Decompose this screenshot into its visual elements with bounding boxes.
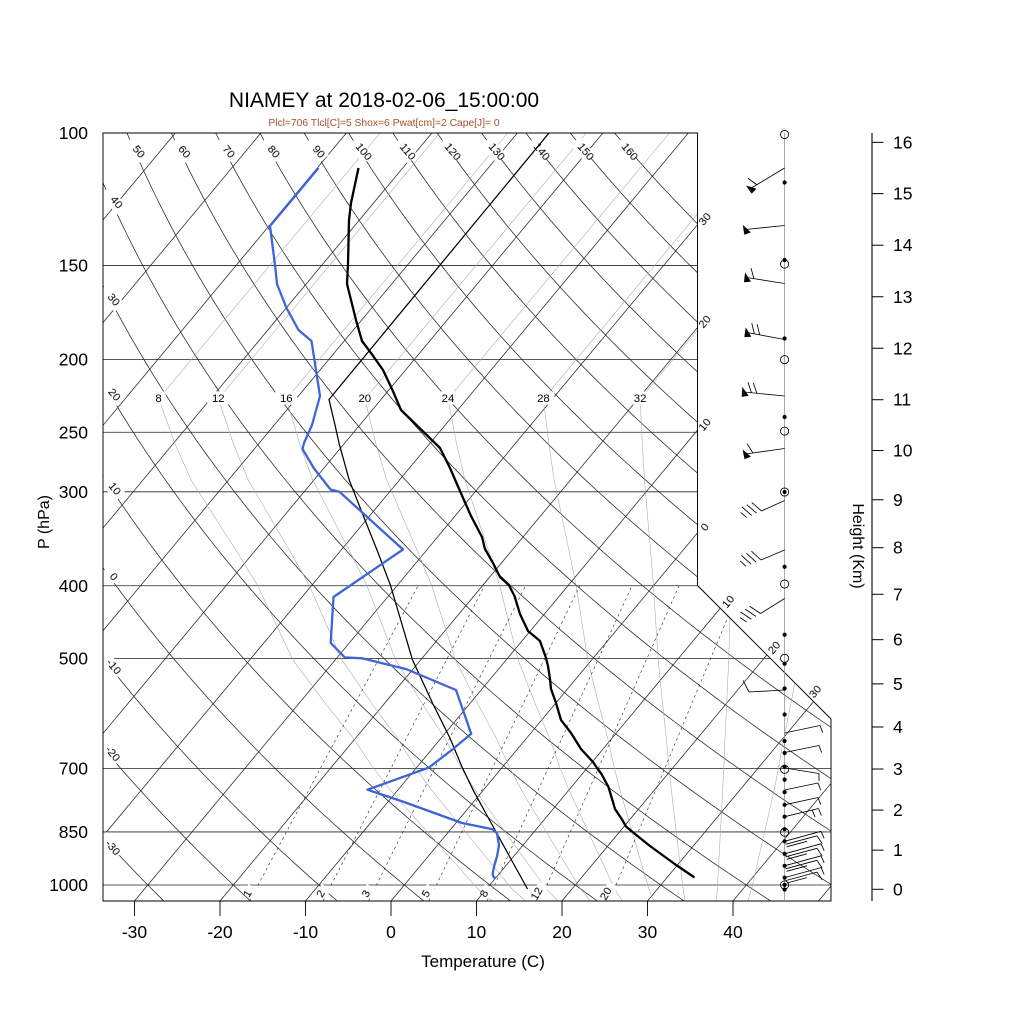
svg-text:100: 100	[59, 123, 88, 143]
svg-text:3: 3	[360, 888, 374, 899]
svg-text:14: 14	[893, 235, 913, 255]
svg-text:2: 2	[893, 800, 903, 820]
svg-text:15: 15	[893, 184, 912, 204]
svg-text:30: 30	[638, 922, 658, 942]
svg-text:300: 300	[59, 482, 88, 502]
svg-text:1: 1	[893, 840, 903, 860]
svg-text:11: 11	[893, 390, 911, 410]
svg-text:3: 3	[893, 759, 903, 779]
svg-text:850: 850	[59, 822, 88, 842]
svg-text:Plcl=706 Tlcl[C]=5 Shox=6 Pwat: Plcl=706 Tlcl[C]=5 Shox=6 Pwat[cm]=2 Cap…	[268, 118, 500, 129]
svg-text:250: 250	[59, 422, 88, 442]
svg-text:400: 400	[59, 576, 88, 596]
svg-text:9: 9	[893, 490, 903, 510]
svg-text:700: 700	[59, 759, 88, 779]
svg-text:16: 16	[280, 393, 293, 405]
svg-text:24: 24	[442, 393, 455, 405]
svg-text:150: 150	[59, 255, 88, 275]
svg-text:2: 2	[314, 888, 328, 899]
svg-text:0: 0	[893, 879, 903, 899]
svg-text:500: 500	[59, 649, 88, 669]
svg-text:0: 0	[386, 922, 396, 942]
svg-text:8: 8	[155, 393, 161, 405]
svg-text:12: 12	[212, 393, 225, 405]
svg-text:-10: -10	[293, 922, 319, 942]
svg-text:16: 16	[893, 132, 912, 152]
svg-text:NIAMEY at 2018-02-06_15:00:00: NIAMEY at 2018-02-06_15:00:00	[229, 89, 539, 112]
svg-text:12: 12	[893, 338, 912, 358]
svg-text:10: 10	[893, 441, 913, 461]
svg-text:20: 20	[598, 886, 615, 903]
svg-text:200: 200	[59, 349, 88, 369]
svg-text:6: 6	[893, 630, 903, 650]
svg-text:-30: -30	[122, 922, 148, 942]
svg-text:13: 13	[893, 287, 912, 307]
svg-text:8: 8	[478, 888, 492, 899]
svg-text:5: 5	[893, 674, 903, 694]
svg-text:12: 12	[529, 886, 546, 903]
svg-text:20: 20	[552, 922, 572, 942]
svg-text:Temperature (C): Temperature (C)	[421, 952, 545, 971]
svg-text:8: 8	[893, 538, 903, 558]
svg-text:1000: 1000	[49, 875, 88, 895]
svg-text:Height (Km): Height (Km)	[849, 503, 866, 588]
svg-text:28: 28	[537, 393, 550, 405]
svg-text:5: 5	[420, 888, 434, 899]
svg-text:-20: -20	[207, 922, 233, 942]
svg-text:4: 4	[893, 717, 903, 737]
svg-text:32: 32	[634, 393, 647, 405]
svg-text:10: 10	[467, 922, 487, 942]
svg-text:1: 1	[241, 888, 255, 899]
svg-text:40: 40	[723, 922, 743, 942]
svg-text:20: 20	[358, 393, 371, 405]
svg-text:7: 7	[893, 584, 903, 604]
svg-text:P (hPa): P (hPa)	[36, 495, 53, 549]
